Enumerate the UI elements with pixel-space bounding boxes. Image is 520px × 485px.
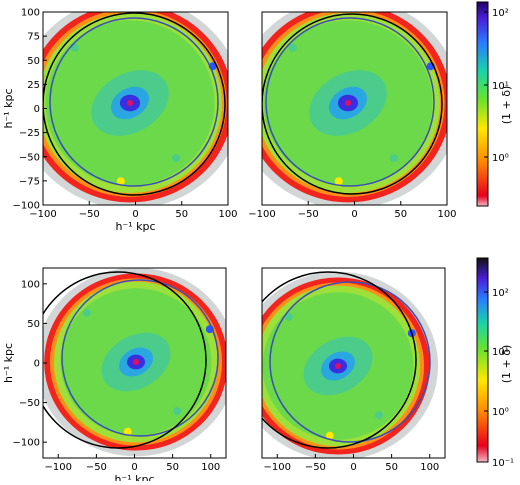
- y-tick-label: −50: [19, 398, 40, 409]
- subhalo: [116, 177, 125, 186]
- black-circle: [43, 12, 226, 196]
- black-circle: [262, 271, 417, 449]
- colorbar-gradient: [476, 257, 489, 463]
- subhalo: [288, 43, 297, 52]
- colorbar-bottom: 10² 10¹ 10⁰ 10⁻¹ (1 + δ): [476, 257, 514, 469]
- y-axis-label: h⁻¹ kpc: [2, 343, 15, 383]
- x-tick-label: 50: [166, 462, 179, 473]
- subhalo: [325, 431, 334, 440]
- x-tick-label: 0: [132, 209, 138, 220]
- blue-circle: [265, 17, 435, 187]
- x-tick-label: −50: [298, 209, 319, 220]
- x-tick-label: −100: [264, 462, 291, 473]
- density-map: [262, 268, 445, 458]
- blue-circle: [49, 17, 219, 187]
- subhalo: [390, 154, 398, 163]
- density-map: [43, 12, 228, 205]
- halo-peak: [345, 100, 351, 106]
- y-tick-label: −100: [13, 438, 40, 449]
- colorbar-tick-label: 10⁻¹: [492, 458, 514, 469]
- blue-circle: [269, 281, 431, 443]
- x-tick-label: −100: [29, 209, 56, 220]
- colorbar-label: (1 + δ): [500, 345, 513, 384]
- colorbar-tick-label: 10¹: [492, 81, 509, 92]
- x-axis-label: h⁻¹ kpc: [114, 473, 154, 481]
- x-axis-label: h⁻¹ kpc: [115, 220, 155, 233]
- colorbar-top: 10² 10¹ 10⁰ (1 + δ): [476, 1, 513, 207]
- x-tick-label: 0: [350, 462, 356, 473]
- black-circle: [43, 271, 207, 449]
- colorbar-tick-label: 10²: [492, 8, 509, 19]
- x-tick-label: 100: [420, 462, 439, 473]
- x-tick-label: 50: [175, 209, 188, 220]
- y-tick-label: 25: [27, 80, 40, 91]
- subhalo: [284, 312, 293, 321]
- subhalo: [173, 407, 181, 416]
- colorbar-label: (1 + δ): [500, 86, 513, 125]
- panel-bottom-left: −100 −50 0 50 100 100 50 0 −50 −100 h⁻¹ kpc h⁻¹ kpc: [2, 267, 227, 485]
- y-tick-label: −50: [19, 152, 40, 163]
- subhalo: [123, 427, 132, 436]
- subhalo: [172, 154, 180, 163]
- colorbar-tick-label: 10²: [492, 288, 509, 299]
- colorbar-tick-label: 10¹: [492, 347, 509, 358]
- colorbar-tick-label: 10⁰: [492, 153, 509, 164]
- x-tick-label: −100: [248, 209, 275, 220]
- halo-peak: [335, 363, 341, 369]
- y-tick-label: 50: [27, 56, 40, 67]
- density-map: [262, 12, 447, 205]
- y-tick-label: 100: [21, 8, 40, 19]
- x-tick-label: 50: [394, 209, 407, 220]
- y-tick-label: 50: [27, 319, 40, 330]
- x-tick-label: 100: [437, 209, 456, 220]
- x-tick-label: 0: [131, 462, 137, 473]
- x-tick-label: −50: [86, 462, 107, 473]
- y-tick-label: −100: [13, 201, 40, 212]
- black-circle: [262, 13, 443, 195]
- y-tick-label: −75: [19, 176, 40, 187]
- panel-top-left: −100 −50 0 50 100 100 75 50 25 0 −25 −50 −75 −100 h⁻¹ …: [2, 8, 238, 234]
- x-tick-label: 0: [351, 209, 357, 220]
- y-axis-label: h⁻¹ kpc: [2, 88, 15, 128]
- subhalo: [375, 411, 383, 420]
- density-map: [43, 268, 226, 458]
- y-tick-label: 100: [21, 279, 40, 290]
- panel-top-right: −100 −50 0 50 100: [248, 11, 457, 220]
- y-tick-label: 0: [34, 104, 40, 115]
- colorbar-gradient: [476, 1, 489, 207]
- y-tick-label: 75: [27, 32, 40, 43]
- subhalo: [70, 43, 79, 52]
- x-tick-label: −100: [45, 462, 72, 473]
- x-tick-label: −50: [305, 462, 326, 473]
- colorbar-tick-label: 10⁰: [492, 407, 509, 418]
- x-tick-label: 50: [385, 462, 398, 473]
- subhalo: [82, 308, 91, 317]
- x-tick-label: −50: [79, 209, 100, 220]
- x-tick-label: 100: [201, 462, 220, 473]
- panel-bottom-right: −100 −50 0 50 100: [261, 267, 446, 473]
- subhalo: [334, 177, 343, 186]
- y-tick-label: 0: [34, 359, 40, 370]
- halo-peak: [133, 359, 139, 365]
- x-tick-label: 100: [218, 209, 237, 220]
- halo-peak: [127, 100, 133, 106]
- blue-circle: [61, 279, 219, 437]
- y-tick-label: −25: [19, 128, 40, 139]
